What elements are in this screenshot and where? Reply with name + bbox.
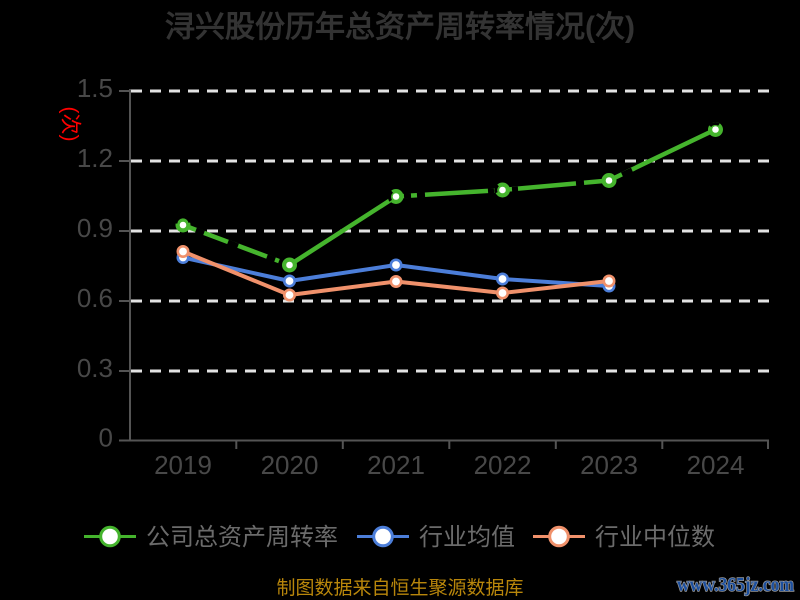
svg-text:行业中位数: 行业中位数 [595,524,715,551]
svg-text:1.2: 1.2 [77,143,113,173]
svg-text:0.3: 0.3 [77,353,113,383]
svg-text:2020: 2020 [261,450,319,480]
svg-text:1.5: 1.5 [77,73,113,103]
svg-text:2023: 2023 [580,450,638,480]
svg-text:浔兴股份历年总资产周转率情况(次): 浔兴股份历年总资产周转率情况(次) [165,11,635,44]
svg-text:2022: 2022 [474,450,532,480]
svg-text:www.365jz.com: www.365jz.com [677,575,794,596]
svg-text:(次): (次) [59,107,82,142]
svg-text:0.6: 0.6 [77,283,113,313]
svg-text:2021: 2021 [367,450,425,480]
svg-text:2019: 2019 [154,450,212,480]
svg-text:0.9: 0.9 [77,213,113,243]
svg-text:行业均值: 行业均值 [419,524,515,551]
svg-text:2024: 2024 [687,450,745,480]
svg-text:制图数据来自恒生聚源数据库: 制图数据来自恒生聚源数据库 [276,577,523,599]
svg-text:公司总资产周转率: 公司总资产周转率 [146,524,338,551]
svg-text:0: 0 [99,423,113,453]
